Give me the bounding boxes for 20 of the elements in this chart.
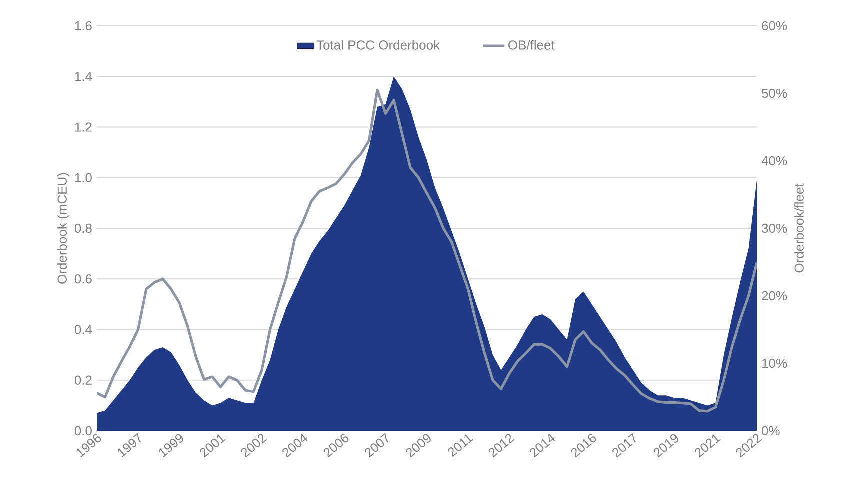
y-tick-label: 1.6 [75,21,92,31]
y-tick-label: 1.0 [75,173,92,182]
y2-tick-label: 30% [762,224,788,234]
y2-tick-label: 0% [762,426,780,436]
y2-tick-label: 50% [762,88,788,98]
y-tick-label: 0.6 [74,274,92,284]
legend-label: Total PCC Orderbook [316,40,440,50]
y-tick-label: 0.8 [74,224,92,234]
y2-axis-title: Orderbook/fleet [794,184,804,273]
y2-tick-label: 20% [762,291,788,301]
y-tick-label: 1.4 [75,72,92,82]
y2-tick-label: 60% [762,21,788,31]
y-tick-label: 0.2 [74,376,92,385]
y-tick-label: 1.2 [75,122,92,132]
y-tick-label: 0.0 [74,426,92,436]
y-axis-title: Orderbook (mCEU) [57,173,70,284]
y2-tick-label: 10% [762,358,788,368]
y2-tick-label: 40% [762,156,788,166]
y-tick-label: 0.4 [74,325,92,334]
legend-label: OB/fleet [508,40,555,50]
